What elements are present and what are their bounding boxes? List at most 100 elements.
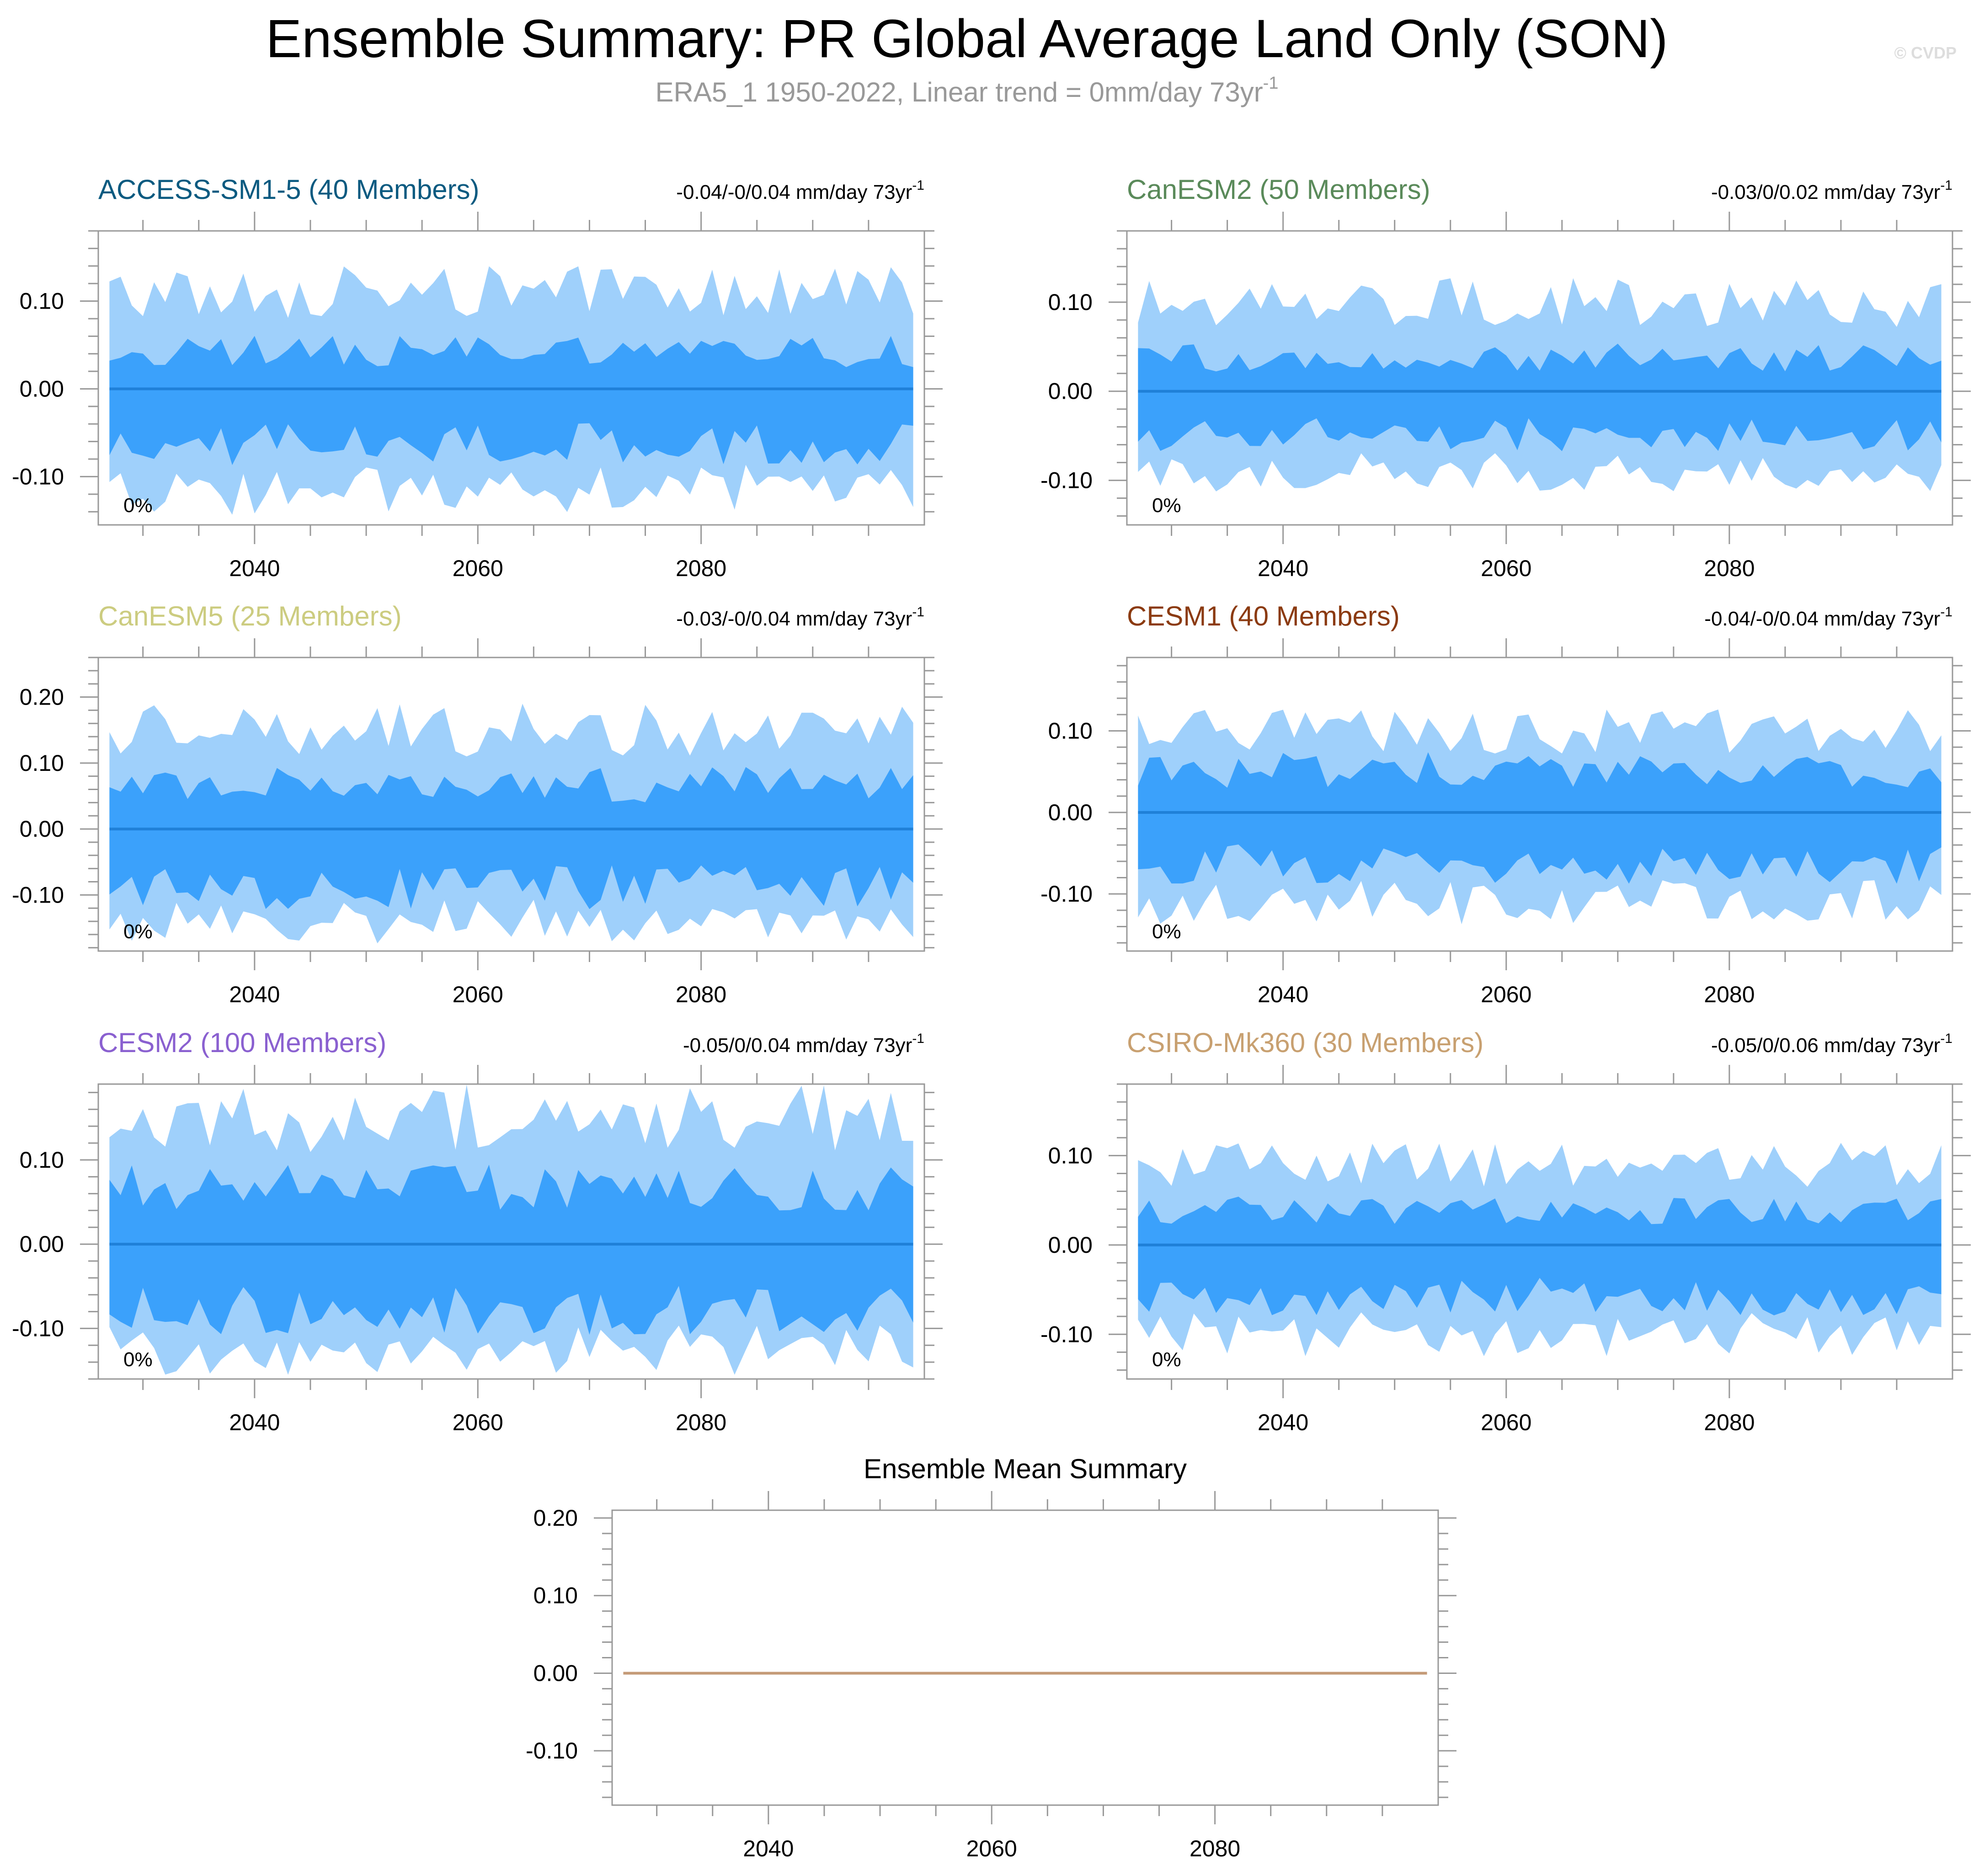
x-tick-label: 2040 bbox=[743, 1836, 794, 1861]
cvdp-watermark: © CVDP bbox=[1894, 43, 1957, 62]
chart-panel-1: 2040 2060 2080 0.10 0.00 -0.10 ACCESS-SM1-5 (4… bbox=[12, 174, 943, 581]
trend-label: -0.05/0/0.04 mm/day 73yr-1 bbox=[683, 1031, 924, 1057]
percent-label: 0% bbox=[1152, 920, 1181, 943]
y-tick-label: 0.10 bbox=[1048, 1143, 1093, 1168]
x-tick-label: 2040 bbox=[1258, 556, 1308, 581]
percent-label: 0% bbox=[123, 494, 153, 517]
plot-frame bbox=[1126, 657, 1953, 952]
y-tick-label: 0.00 bbox=[1048, 379, 1093, 404]
y-tick-label: 0.10 bbox=[20, 1147, 64, 1173]
trend-label-sup: -1 bbox=[1940, 604, 1952, 620]
y-tick-label: 0.20 bbox=[533, 1505, 578, 1531]
y-tick-label: 0.00 bbox=[20, 1231, 64, 1257]
y-tick-label: 0.10 bbox=[1048, 289, 1093, 315]
plot-frame bbox=[97, 657, 925, 952]
y-tick-label: -0.10 bbox=[1040, 1321, 1093, 1347]
trend-label-sup: -1 bbox=[912, 1031, 924, 1046]
panel-title: CanESM2 (50 Members) bbox=[1127, 174, 1430, 205]
trend-label-sup: -1 bbox=[1940, 1031, 1952, 1046]
trend-label: -0.04/-0/0.04 mm/day 73yr-1 bbox=[676, 178, 924, 203]
x-tick-label: 2060 bbox=[1481, 556, 1531, 581]
percent-label: 0% bbox=[123, 1348, 153, 1371]
inner-range-band bbox=[1138, 1197, 1942, 1315]
panel-title: CESM1 (40 Members) bbox=[1127, 601, 1400, 631]
x-tick-label: 2040 bbox=[1258, 1410, 1308, 1435]
x-tick-label: 2080 bbox=[1190, 1836, 1240, 1861]
figure-title: Ensemble Summary: PR Global Average Land… bbox=[266, 9, 1668, 69]
chart-panels: 2040 2060 2080 0.10 0.00 -0.10 ACCESS-SM1-5 (4… bbox=[12, 174, 1971, 1861]
y-tick-label: 0.00 bbox=[1048, 800, 1093, 825]
plot-frame bbox=[1126, 230, 1953, 526]
y-tick-label: 0.10 bbox=[20, 750, 64, 776]
x-tick-label: 2040 bbox=[229, 982, 280, 1007]
inner-range-band bbox=[1138, 752, 1942, 884]
percent-label: 0% bbox=[1152, 1348, 1181, 1371]
y-tick-label: -0.10 bbox=[526, 1738, 578, 1764]
trend-label-text: -0.04/-0/0.04 mm/day 73yr bbox=[676, 181, 912, 203]
panel-title: ACCESS-SM1-5 (40 Members) bbox=[98, 174, 480, 205]
trend-label: -0.03/0/0.02 mm/day 73yr-1 bbox=[1711, 178, 1952, 203]
y-tick-label: 0.10 bbox=[533, 1583, 578, 1609]
y-tick-label: 0.00 bbox=[20, 816, 64, 842]
y-tick-label: 0.00 bbox=[20, 376, 64, 401]
y-tick-label: 0.10 bbox=[20, 289, 64, 314]
trend-label: -0.04/-0/0.04 mm/day 73yr-1 bbox=[1704, 604, 1952, 630]
figure-subtitle-sup: -1 bbox=[1263, 74, 1279, 93]
chart-panel-6: 2040 2060 2080 0.10 0.00 -0.10 CSIRO-Mk360 (30… bbox=[1040, 1027, 1971, 1435]
x-tick-label: 2060 bbox=[1481, 982, 1531, 1007]
inner-range-band bbox=[109, 767, 913, 909]
plot-frame bbox=[611, 1509, 1439, 1806]
chart-panel-5: 2040 2060 2080 0.10 0.00 -0.10 CESM2 (100 Memb… bbox=[12, 1027, 943, 1435]
x-tick-label: 2040 bbox=[229, 1410, 280, 1435]
inner-range-band bbox=[1138, 343, 1942, 451]
trend-label-text: -0.04/-0/0.04 mm/day 73yr bbox=[1704, 608, 1940, 630]
x-tick-label: 2080 bbox=[676, 1410, 726, 1435]
x-tick-label: 2080 bbox=[676, 556, 726, 581]
y-tick-label: 0.10 bbox=[1048, 718, 1093, 744]
x-tick-label: 2040 bbox=[1258, 982, 1308, 1007]
y-tick-label: -0.10 bbox=[1040, 468, 1093, 493]
plot-frame bbox=[1126, 1083, 1953, 1380]
trend-label-text: -0.05/0/0.06 mm/day 73yr bbox=[1711, 1034, 1940, 1057]
percent-label: 0% bbox=[1152, 494, 1181, 517]
x-tick-label: 2060 bbox=[453, 1410, 503, 1435]
x-tick-label: 2080 bbox=[676, 982, 726, 1007]
trend-label-sup: -1 bbox=[912, 604, 924, 620]
panel-title: CESM2 (100 Members) bbox=[98, 1027, 386, 1058]
x-tick-label: 2080 bbox=[1704, 1410, 1755, 1435]
y-tick-label: -0.10 bbox=[1040, 881, 1093, 907]
trend-label-text: -0.03/0/0.02 mm/day 73yr bbox=[1711, 181, 1940, 203]
y-tick-label: 0.00 bbox=[533, 1660, 578, 1686]
trend-label: -0.05/0/0.06 mm/day 73yr-1 bbox=[1711, 1031, 1952, 1057]
x-tick-label: 2060 bbox=[453, 982, 503, 1007]
panel-title: CanESM5 (25 Members) bbox=[98, 601, 402, 631]
y-tick-label: -0.10 bbox=[12, 882, 64, 908]
chart-panel-3: 2040 2060 2080 0.20 0.10 0.00 -0.10 CanESM5 (25… bbox=[12, 601, 943, 1007]
percent-label: 0% bbox=[123, 920, 153, 943]
plot-frame bbox=[97, 230, 925, 526]
y-tick-label: 0.20 bbox=[20, 684, 64, 710]
y-tick-label: -0.10 bbox=[12, 1315, 64, 1341]
x-tick-label: 2080 bbox=[1704, 556, 1755, 581]
chart-panel-4: 2040 2060 2080 0.10 0.00 -0.10 CESM1 (40 Membe… bbox=[1040, 601, 1971, 1007]
plot-frame bbox=[97, 1083, 925, 1380]
trend-label-text: -0.03/-0/0.04 mm/day 73yr bbox=[676, 608, 912, 630]
x-tick-label: 2060 bbox=[453, 556, 503, 581]
figure-subtitle-text: ERA5_1 1950-2022, Linear trend = 0mm/day… bbox=[656, 77, 1263, 107]
y-tick-label: -0.10 bbox=[12, 464, 64, 489]
figure-subtitle: ERA5_1 1950-2022, Linear trend = 0mm/day… bbox=[656, 74, 1279, 107]
x-tick-label: 2060 bbox=[966, 1836, 1017, 1861]
x-tick-label: 2080 bbox=[1704, 982, 1755, 1007]
trend-label-text: -0.05/0/0.04 mm/day 73yr bbox=[683, 1034, 912, 1057]
chart-panel-7: 2040 2060 2080 0.20 0.10 0.00 -0.10 Ensemble Me… bbox=[526, 1454, 1456, 1861]
panel-title: Ensemble Mean Summary bbox=[864, 1454, 1187, 1484]
trend-label-sup: -1 bbox=[912, 178, 924, 193]
y-tick-label: 0.00 bbox=[1048, 1232, 1093, 1258]
x-tick-label: 2040 bbox=[229, 556, 280, 581]
trend-label-sup: -1 bbox=[1940, 178, 1952, 193]
x-tick-label: 2060 bbox=[1481, 1410, 1531, 1435]
trend-label: -0.03/-0/0.04 mm/day 73yr-1 bbox=[676, 604, 924, 630]
chart-panel-2: 2040 2060 2080 0.10 0.00 -0.10 CanESM2 (50 Mem… bbox=[1040, 174, 1971, 581]
inner-range-band bbox=[109, 1165, 913, 1335]
inner-range-band bbox=[109, 336, 913, 465]
